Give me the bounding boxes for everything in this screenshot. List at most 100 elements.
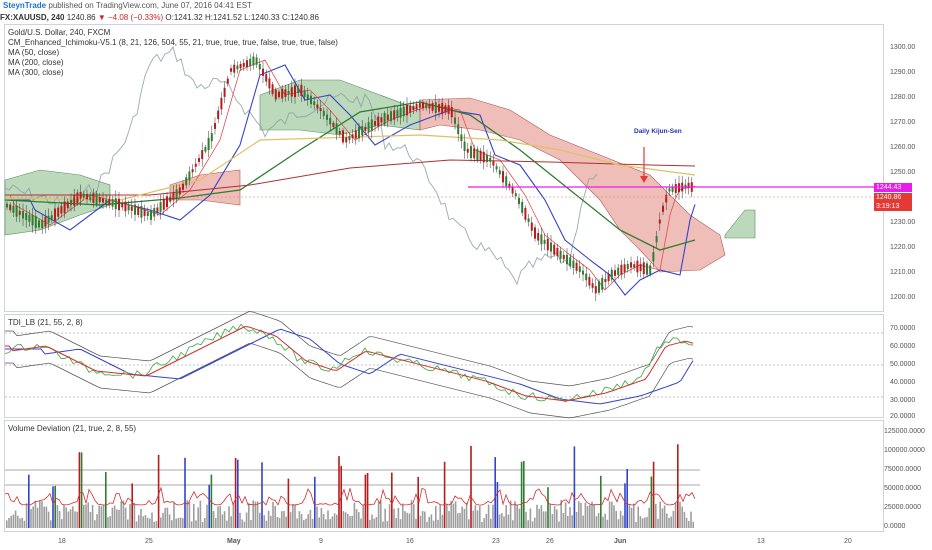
volume-pane-title[interactable]: Volume Deviation (21, true, 2, 8, 55)	[8, 424, 137, 433]
volume-bar	[360, 518, 362, 528]
tdi-pane[interactable]	[4, 314, 884, 418]
volume-bar	[679, 501, 681, 528]
volume-bar	[483, 518, 485, 528]
candle	[134, 204, 136, 215]
volume-pane[interactable]	[4, 420, 884, 532]
candle	[630, 262, 632, 268]
candle	[210, 133, 213, 142]
volume-bar	[10, 515, 12, 528]
candle	[623, 264, 626, 273]
volume-bar	[681, 506, 683, 528]
candle	[242, 62, 245, 67]
volume-bar	[417, 476, 419, 528]
volume-bar	[144, 515, 147, 528]
volume-bar	[127, 519, 129, 528]
volume-bar	[428, 516, 430, 528]
volume-bar	[575, 512, 578, 528]
volume-bar	[309, 509, 312, 528]
candle	[22, 211, 24, 219]
volume-bar	[25, 503, 28, 528]
volume-bar	[96, 514, 98, 528]
candle	[278, 91, 280, 98]
volume-bar	[219, 506, 221, 528]
candle	[559, 250, 562, 259]
candle	[166, 196, 168, 208]
candle	[18, 210, 21, 215]
candle	[303, 90, 306, 97]
y-axis-label: 1270.00	[890, 119, 916, 126]
candle	[146, 211, 149, 216]
volume-bar	[204, 518, 206, 528]
volume-bar	[355, 509, 358, 528]
volume-bar	[441, 514, 444, 528]
indicator-ma50[interactable]: MA (50, close)	[8, 48, 60, 57]
volume-bar	[397, 507, 400, 528]
volume-bar	[391, 472, 393, 528]
author-link[interactable]: SteynTrade	[3, 1, 47, 10]
candle	[658, 219, 661, 224]
volume-bar	[613, 505, 615, 528]
candle	[610, 269, 613, 280]
volume-bar	[177, 517, 180, 528]
volume-bar	[646, 516, 648, 528]
candle	[639, 263, 642, 272]
volume-bar	[514, 501, 516, 528]
indicator-ma300[interactable]: MA (300, close)	[8, 68, 64, 77]
volume-bar	[406, 512, 408, 528]
volume-bar	[105, 472, 107, 528]
volume-bar	[151, 512, 153, 528]
support-price-tag: 1244.43	[874, 183, 912, 192]
indicator-ichimoku[interactable]: CM_Enhanced_Ichimoku-V5.1 (8, 21, 126, 5…	[8, 38, 338, 47]
volume-bar	[52, 486, 54, 528]
volume-bar	[322, 514, 325, 528]
volume-bar	[21, 517, 23, 528]
indicator-ma200[interactable]: MA (200, close)	[8, 58, 64, 67]
candle	[604, 279, 607, 283]
candle	[514, 193, 517, 197]
candle	[169, 196, 172, 202]
volume-bar	[551, 514, 554, 528]
volume-bar	[252, 500, 254, 528]
candle	[73, 194, 76, 206]
volume-bar	[628, 503, 631, 528]
volume-bar	[487, 504, 490, 528]
price-change: ▼ −4.08 (−0.33%)	[97, 13, 164, 22]
tdi-pane-title[interactable]: TDI_LB (21, 55, 2, 8)	[8, 318, 83, 327]
volume-bar	[298, 511, 301, 528]
volume-bar	[380, 500, 382, 528]
volume-bar	[237, 459, 239, 528]
volume-bar	[245, 512, 248, 528]
volume-bar	[674, 503, 677, 528]
y-axis-label: 1300.00	[890, 44, 916, 51]
candle	[92, 193, 95, 203]
main-chart-pane[interactable]	[4, 24, 884, 312]
volume-bar	[692, 521, 694, 528]
volume-bar	[479, 506, 481, 528]
volume-bar	[443, 461, 446, 528]
volume-bar	[600, 475, 602, 528]
candle	[185, 177, 188, 186]
tdi-axis-label: 20.0000	[890, 413, 916, 420]
candle	[38, 220, 40, 228]
volume-bar	[677, 444, 679, 528]
candle	[454, 117, 456, 124]
volume-bar	[476, 510, 479, 528]
volume-bar	[490, 518, 492, 528]
volume-bar	[661, 508, 664, 528]
last-price: 1240.86	[66, 13, 96, 22]
volume-bar	[91, 504, 94, 528]
volume-bar	[578, 501, 580, 528]
volume-bar	[516, 504, 518, 528]
y-axis-label: 1210.00	[890, 269, 916, 276]
publish-header: SteynTrade published on TradingView.com,…	[0, 0, 932, 12]
volume-bar	[492, 504, 494, 528]
ma300-line	[4, 134, 696, 201]
candle	[460, 134, 463, 141]
candle	[524, 207, 527, 220]
candle	[598, 281, 600, 293]
candle	[543, 239, 546, 244]
candle	[287, 90, 290, 95]
volume-bar	[342, 511, 345, 528]
candle	[105, 199, 108, 203]
